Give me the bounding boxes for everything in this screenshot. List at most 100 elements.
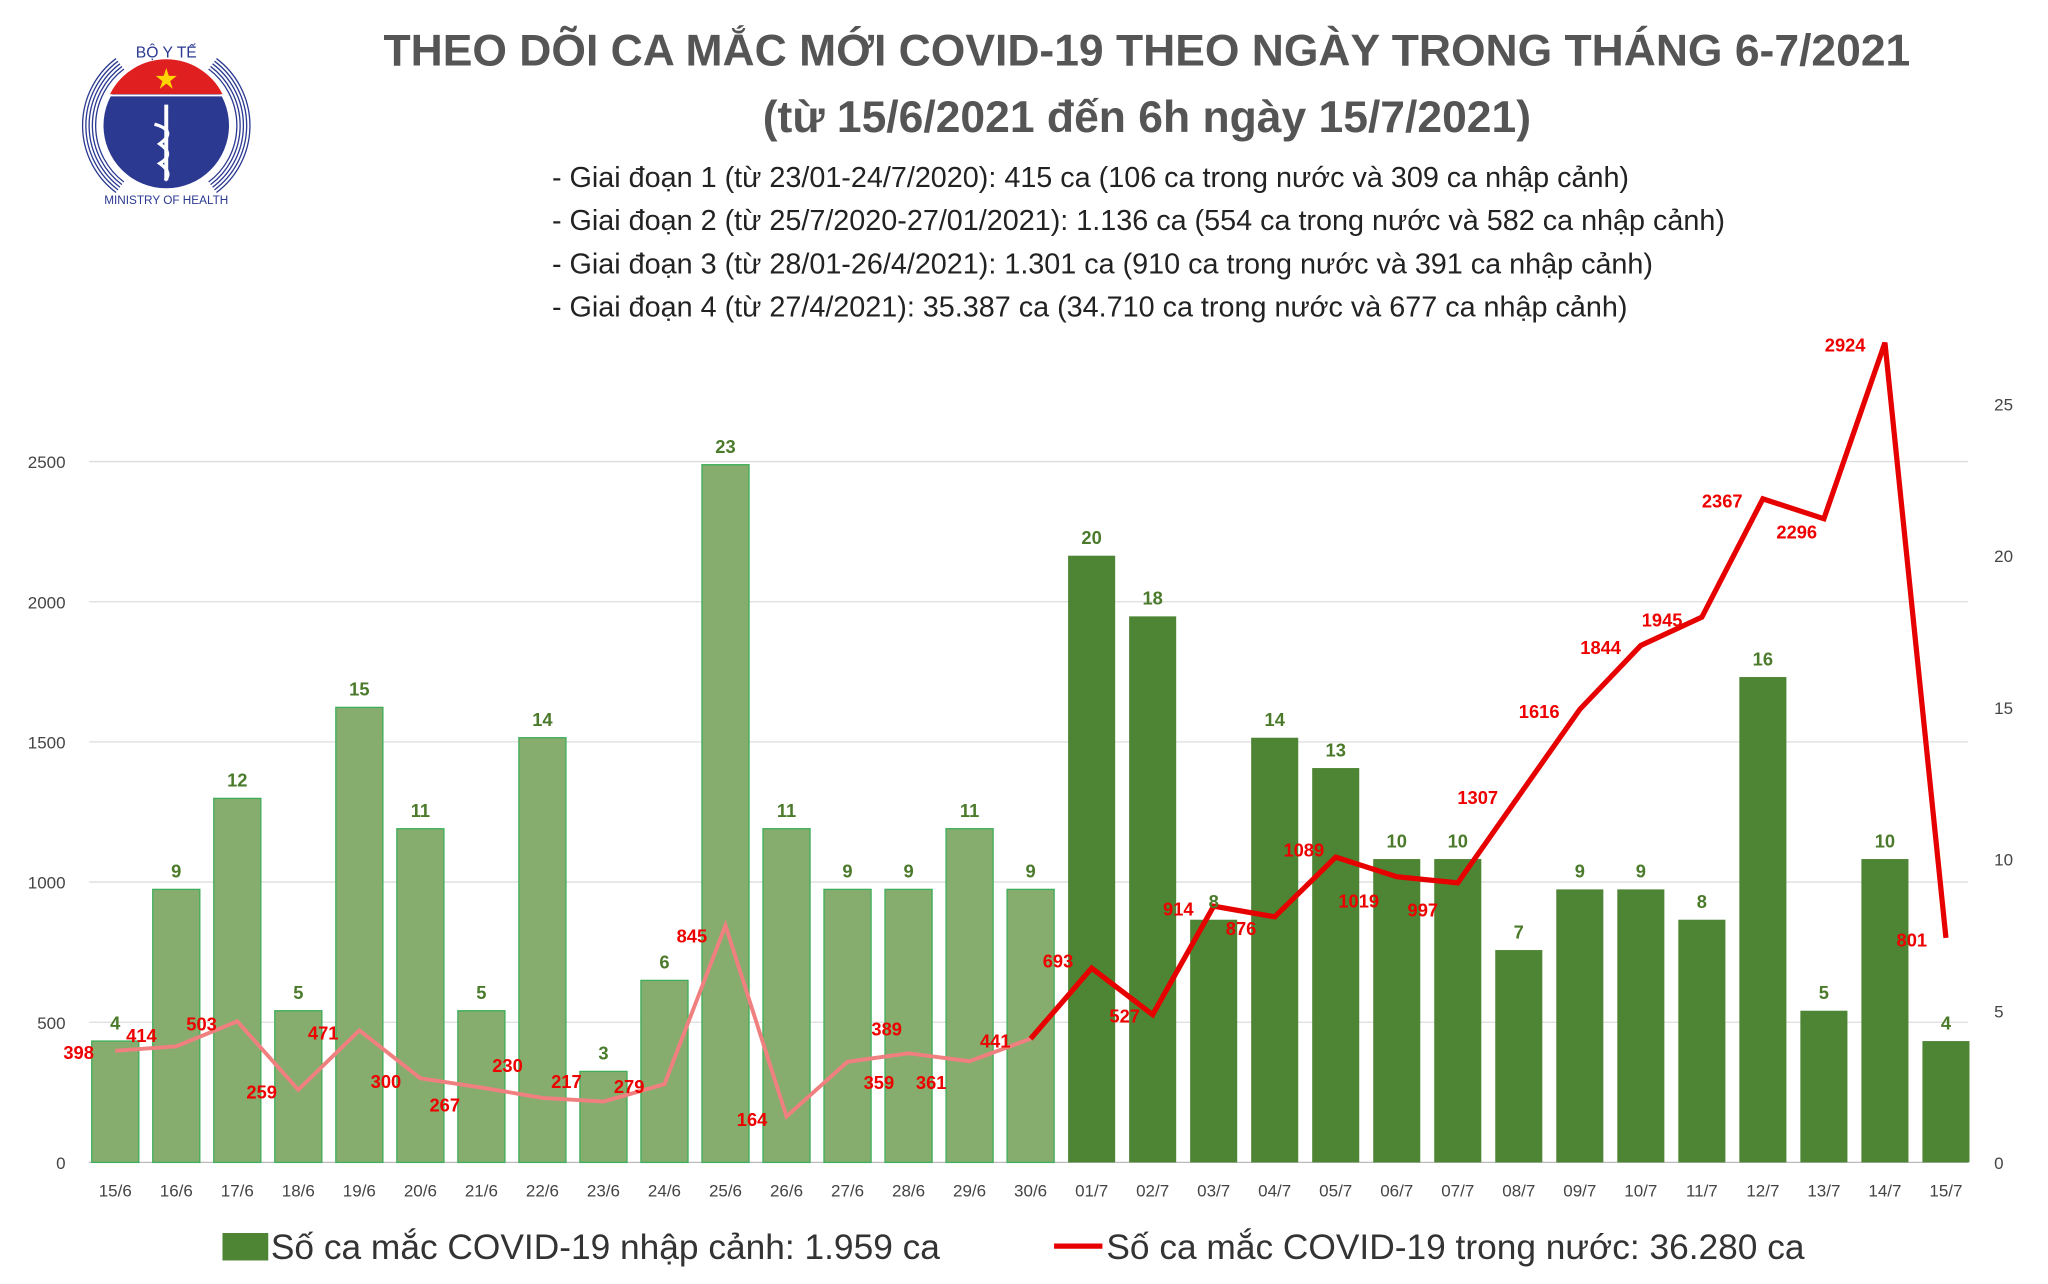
left-tick-label: 1000	[28, 874, 66, 893]
bar	[152, 888, 201, 1164]
bar	[884, 888, 933, 1164]
bar-value-label: 10	[1448, 830, 1468, 851]
bar-value-label: 12	[227, 770, 247, 791]
bar-value-label: 9	[903, 861, 913, 882]
line-value-label: 876	[1226, 918, 1257, 939]
left-axis: 0 500 1000 1500 2000 2500	[28, 453, 66, 1173]
bar-value-label: 4	[1941, 1012, 1952, 1033]
bar-value-label: 8	[1697, 891, 1707, 912]
bar	[518, 737, 567, 1164]
logo-top-text: BỘ Y TẾ	[136, 43, 197, 62]
line-segment-july	[1028, 341, 1949, 1041]
line-value-label: 503	[186, 1013, 217, 1034]
x-tick-label: 03/7	[1197, 1181, 1230, 1200]
logo-arcs	[82, 58, 251, 193]
bar	[1495, 950, 1543, 1163]
x-tick-label: 19/6	[343, 1181, 376, 1200]
phase-2-summary: - Giai đoạn 2 (từ 25/7/2020-27/01/2021):…	[552, 205, 1725, 237]
line-value-label: 527	[1109, 1005, 1140, 1026]
line-value-label: 1616	[1519, 701, 1560, 722]
bar-value-label: 9	[1636, 861, 1646, 882]
bar-value-label: 9	[1026, 861, 1036, 882]
bar	[1190, 919, 1238, 1163]
right-tick-label: 15	[1994, 699, 2013, 718]
line-value-label: 414	[126, 1025, 157, 1046]
left-tick-label: 2500	[28, 453, 66, 472]
phase-3-summary: - Giai đoạn 3 (từ 28/01-26/4/2021): 1.30…	[552, 248, 1653, 280]
bar	[396, 828, 445, 1164]
bar	[823, 888, 872, 1164]
left-tick-label: 2000	[28, 593, 66, 612]
line-value-label: 693	[1043, 951, 1074, 972]
bar-value-label: 11	[777, 800, 796, 821]
bar-labels: 4 9 12 5 15 11 5 14 3 6 23 11 9 9 11 9 20 18 8 14 13 10 10 7 9 9 8…	[110, 436, 1952, 1064]
legend-bar-label: Số ca mắc COVID-19 nhập cảnh: 1.959 ca	[271, 1228, 940, 1267]
bar-value-label: 10	[1875, 830, 1895, 851]
bar-value-label: 6	[659, 952, 669, 973]
right-tick-label: 25	[1994, 396, 2013, 415]
bar	[579, 1070, 628, 1164]
x-tick-label: 18/6	[282, 1181, 315, 1200]
bar	[945, 828, 994, 1164]
line-segment-june	[115, 919, 1032, 1120]
bar-value-label: 15	[349, 679, 369, 700]
bar-value-label: 23	[715, 436, 735, 457]
x-tick-label: 08/7	[1502, 1181, 1535, 1200]
bar-value-label: 9	[842, 861, 852, 882]
x-tick-label: 10/7	[1624, 1181, 1657, 1200]
bar-value-label: 11	[411, 800, 430, 821]
line-value-label: 1089	[1283, 839, 1324, 860]
x-tick-label: 26/6	[770, 1181, 803, 1200]
bar-value-label: 14	[532, 709, 553, 730]
right-tick-label: 20	[1994, 547, 2013, 566]
x-axis: 15/6 16/6 17/6 18/6 19/6 20/6 21/6 22/6 23/6 24/6…	[99, 1181, 1963, 1200]
bar	[1068, 555, 1116, 1163]
x-tick-label: 06/7	[1380, 1181, 1413, 1200]
x-tick-label: 15/6	[99, 1181, 132, 1200]
line-value-label: 267	[429, 1094, 460, 1115]
x-tick-label: 25/6	[709, 1181, 742, 1200]
x-tick-label: 11/7	[1686, 1181, 1718, 1200]
bar	[1251, 737, 1299, 1163]
bar-value-label: 5	[476, 982, 486, 1003]
bar	[213, 797, 262, 1164]
bar	[1312, 768, 1360, 1163]
x-tick-label: 14/7	[1868, 1181, 1901, 1200]
chart-subtitle: (từ 15/6/2021 đến 6h ngày 15/7/2021)	[763, 93, 1531, 142]
x-tick-label: 01/7	[1075, 1181, 1108, 1200]
line-value-label: 389	[871, 1019, 902, 1040]
bar	[1129, 616, 1177, 1163]
phase-4-summary: - Giai đoạn 4 (từ 27/4/2021): 35.387 ca …	[552, 291, 1627, 323]
bar-value-label: 9	[171, 861, 181, 882]
bar	[1861, 859, 1909, 1163]
bar-value-label: 8	[1209, 891, 1219, 912]
x-tick-label: 30/6	[1014, 1181, 1047, 1200]
x-tick-label: 16/6	[160, 1181, 193, 1200]
x-tick-label: 05/7	[1319, 1181, 1352, 1200]
line-value-label: 1844	[1580, 637, 1622, 658]
x-tick-label: 24/6	[648, 1181, 681, 1200]
bar-value-label: 3	[598, 1043, 608, 1064]
bar	[1617, 889, 1665, 1163]
x-tick-label: 13/7	[1807, 1181, 1840, 1200]
x-tick-label: 12/7	[1746, 1181, 1779, 1200]
right-tick-label: 5	[1994, 1002, 2003, 1021]
line-value-label: 845	[677, 926, 708, 947]
x-tick-label: 23/6	[587, 1181, 620, 1200]
logo: BỘ Y TẾ MINISTRY OF HEALTH	[82, 43, 251, 207]
bar	[1800, 1010, 1848, 1163]
bar-value-label: 16	[1753, 648, 1773, 669]
bar	[640, 979, 689, 1164]
star-icon	[155, 67, 177, 89]
line-value-label: 1945	[1642, 609, 1683, 630]
x-tick-label: 27/6	[831, 1181, 864, 1200]
chart-title: THEO DÕI CA MẮC MỚI COVID-19 THEO NGÀY T…	[384, 25, 1911, 75]
bar	[1006, 888, 1055, 1164]
bar-value-label: 11	[960, 800, 979, 821]
bar	[1373, 859, 1421, 1163]
bar-value-label: 13	[1326, 739, 1346, 760]
legend-bar-swatch	[222, 1233, 269, 1261]
left-tick-label: 0	[56, 1154, 65, 1173]
line-value-label: 359	[864, 1072, 895, 1093]
bar-value-label: 4	[110, 1012, 121, 1033]
